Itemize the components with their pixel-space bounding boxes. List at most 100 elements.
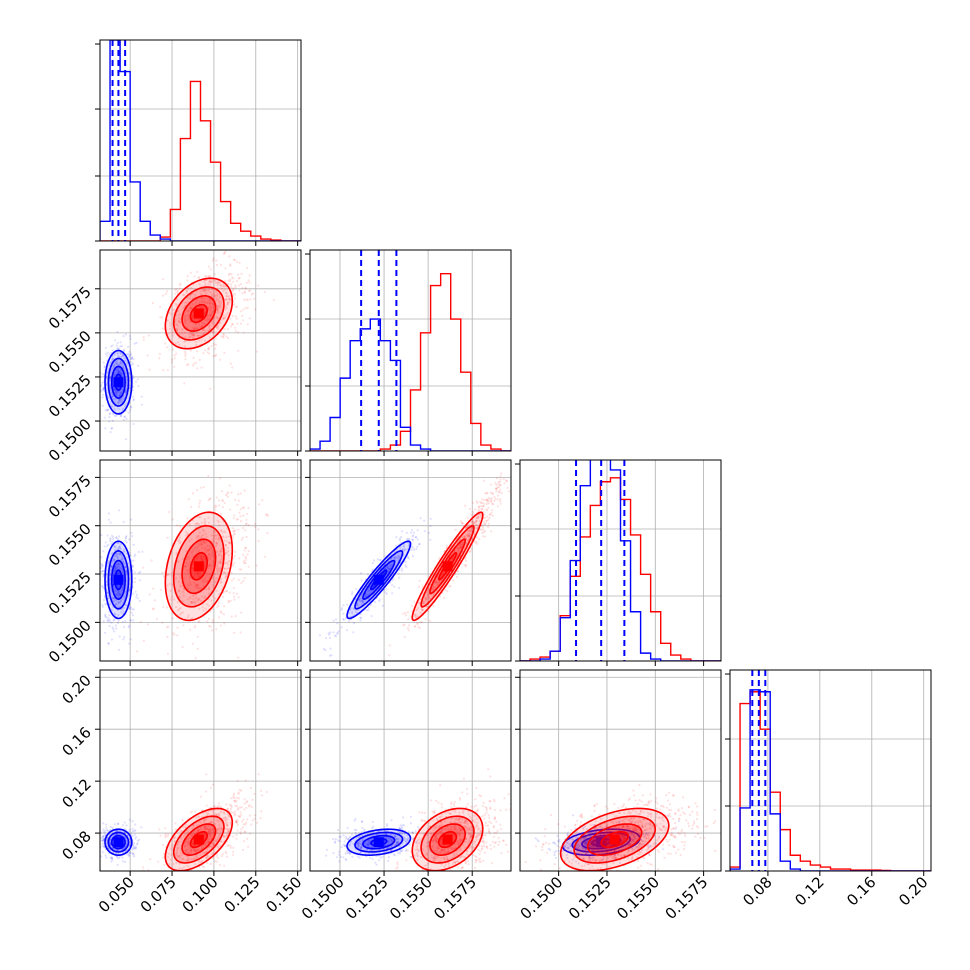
panel-3-0: 0.0500.0750.1000.1250.1500.080.120.160.2… <box>58 669 305 916</box>
contour-blue-2 <box>110 365 126 399</box>
y-tick-label: 0.1525 <box>45 371 95 421</box>
panel-3-3: 0.08 0.12 0.16 0.20 <box>725 669 932 909</box>
x-tick-label: 0.100 <box>179 873 222 916</box>
x-tick-label: 0.1500 <box>298 873 348 923</box>
contour-red-1 <box>172 524 225 608</box>
panel-frame <box>99 459 302 662</box>
contour-red-2 <box>586 823 643 856</box>
y-tick-label: 0.16 <box>58 723 94 759</box>
panel-frame <box>99 249 302 452</box>
histogram-blue-3 <box>730 689 931 871</box>
contour-red-3 <box>600 830 630 849</box>
panel-1-1 <box>305 249 512 456</box>
contour-red-1 <box>420 524 475 608</box>
y-tick-label: 0.1500 <box>45 415 95 465</box>
contour-red-2 <box>429 538 466 595</box>
x-tick-label: 0.1550 <box>613 873 663 923</box>
panel-frame <box>99 39 302 242</box>
y-tick-label: 0.1550 <box>45 327 95 377</box>
grid <box>310 250 511 451</box>
panel-frame <box>99 669 302 872</box>
peak-red <box>193 834 204 845</box>
contour-blue-2 <box>110 559 126 600</box>
contour-blue-0 <box>104 828 133 856</box>
contour-red-0 <box>164 511 234 622</box>
peak-blue <box>373 574 384 585</box>
histogram-blue-0 <box>100 40 301 241</box>
panel-2-1 <box>305 459 512 666</box>
contour-red-1 <box>172 286 225 341</box>
peak-red <box>609 834 620 845</box>
contour-blue-0 <box>104 540 133 620</box>
contour-blue-2 <box>362 559 396 600</box>
panel-frame <box>309 249 512 452</box>
grid <box>520 460 721 661</box>
panel-2-2 <box>515 459 722 666</box>
histogram-red-3 <box>730 691 931 871</box>
x-tick-label: 0.1525 <box>342 873 392 923</box>
x-tick-label: 0.075 <box>137 873 180 916</box>
contour-blue-0 <box>346 540 412 620</box>
contour-red-0 <box>559 807 670 871</box>
y-tick-label: 0.08 <box>58 827 94 863</box>
peak-red <box>442 561 453 572</box>
grid <box>100 460 301 661</box>
peak-blue <box>373 837 384 848</box>
x-tick-label: 0.08 <box>739 873 775 909</box>
contour-red-2 <box>181 295 217 332</box>
x-tick-label: 0.16 <box>843 873 879 909</box>
contour-red-3 <box>189 303 209 324</box>
x-tick-label: 0.1500 <box>517 873 567 923</box>
y-tick-label: 0.1525 <box>45 568 95 618</box>
panel-frame <box>519 669 722 872</box>
contour-red-3 <box>189 551 209 581</box>
contour-blue-1 <box>107 357 130 407</box>
x-tick-label: 0.050 <box>95 873 138 916</box>
y-tick-label: 0.1550 <box>45 520 95 570</box>
contour-red-0 <box>411 807 484 871</box>
histogram-blue-2 <box>520 460 721 661</box>
peak-blue <box>113 837 124 848</box>
x-tick-label: 0.1550 <box>386 873 436 923</box>
contour-blue-1 <box>354 550 404 610</box>
contour-red-0 <box>164 807 234 871</box>
contour-red-0 <box>164 277 234 350</box>
y-tick-label: 0.12 <box>58 775 94 811</box>
contour-blue-1 <box>107 550 130 610</box>
x-tick-label: 0.20 <box>895 873 931 909</box>
scatter-red <box>134 474 270 660</box>
panel-frame <box>309 669 512 872</box>
contour-blue-1 <box>354 831 404 853</box>
contour-red-0 <box>411 511 484 622</box>
peak-blue <box>113 377 124 388</box>
histogram-red-1 <box>310 273 511 451</box>
panel-0-0 <box>95 39 302 246</box>
y-tick-label: 0.20 <box>58 671 94 707</box>
contour-blue-1 <box>107 831 130 853</box>
y-tick-label: 0.1575 <box>45 471 95 521</box>
grid <box>310 460 511 661</box>
contour-blue-2 <box>362 834 396 850</box>
histogram-blue-1 <box>310 318 511 451</box>
contour-red-1 <box>573 815 657 864</box>
x-tick-label: 0.1525 <box>565 873 615 923</box>
contour-red-2 <box>181 823 217 856</box>
contour-red-2 <box>181 538 217 595</box>
x-tick-label: 0.1575 <box>662 873 712 923</box>
x-tick-label: 0.12 <box>791 873 827 909</box>
grid <box>100 250 301 451</box>
y-tick-label: 0.1575 <box>45 283 95 333</box>
panel-frame <box>729 669 932 872</box>
contour-blue-0 <box>346 828 412 856</box>
peak-blue <box>113 574 124 585</box>
y-tick-label: 0.1500 <box>45 616 95 666</box>
contour-blue-2 <box>110 834 126 850</box>
x-tick-label: 0.125 <box>221 873 264 916</box>
panel-frame <box>309 459 512 662</box>
peak-red <box>193 561 204 572</box>
peak-red <box>442 834 453 845</box>
